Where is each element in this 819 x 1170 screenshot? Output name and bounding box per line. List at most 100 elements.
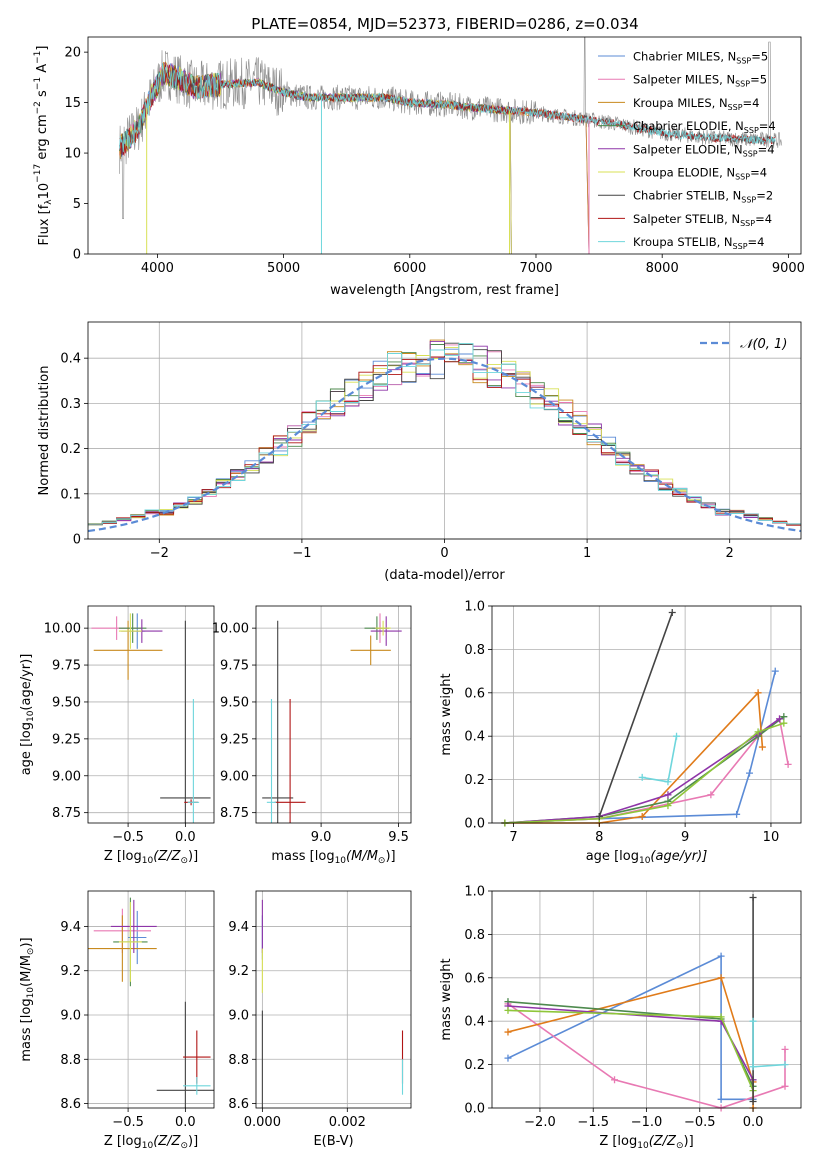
weight-point	[754, 728, 762, 736]
legend-name: Chabrier ELODIE, N	[633, 119, 744, 133]
x-axis-label-part: 10	[142, 856, 154, 866]
residual_hist-frame: −2 −1 0 1 2 0 0.1 0.2 0.3 0.4 (data-model)/error No…	[37, 321, 802, 583]
y-tick-label: 8.6	[228, 1097, 249, 1112]
y-tick-label: 8.8	[60, 1053, 81, 1068]
x-axis-label-part: ⊙	[180, 856, 188, 866]
age_vs_Z-marks	[91, 613, 211, 823]
y-tick-label: 0.3	[60, 397, 81, 412]
x-axis-label-part: (age/yr)]	[650, 849, 707, 864]
spectrum-data-line	[119, 37, 783, 219]
mass_vs_Z-marks	[88, 897, 214, 1108]
x-axis-label: age [log10(age/yr)]	[586, 849, 708, 866]
x-axis-label: mass [log10(M/M⊙)]	[271, 849, 395, 866]
legend-nssp: =4	[743, 96, 760, 110]
x-tick-label: −2	[150, 546, 169, 561]
x-tick-label: −0.5	[684, 1115, 716, 1130]
age_vs_Z-axes	[88, 606, 214, 823]
y-axis-label-part: (age/yr)]	[19, 654, 34, 711]
y-tick-label: 0.6	[464, 971, 485, 986]
x-axis-label-part: (Z/Z	[649, 1134, 677, 1149]
y-axis-label-part: −2	[33, 101, 43, 114]
weight-series-line	[504, 722, 785, 824]
y-tick-label: 9.2	[228, 964, 249, 979]
x-tick-label: 7	[509, 830, 517, 845]
y-tick-label: 0	[73, 533, 81, 548]
weight-point	[749, 894, 757, 902]
y-axis-label-part: ⊙	[26, 948, 36, 956]
x-tick-label: 2	[726, 546, 734, 561]
x-tick-label: 9000	[772, 261, 805, 276]
x-axis-label-part: (Z/Z	[153, 849, 181, 864]
y-tick-label: 0.2	[464, 1058, 485, 1073]
age_vs_mass-frame: 9.0 9.5 8.75 9.00 9.25 9.50 9.75 10.00 mass [log…	[212, 605, 412, 866]
x-axis-label-part: 10	[637, 1141, 649, 1151]
y-tick-label: 20	[64, 46, 81, 61]
hist-lines	[88, 339, 801, 533]
x-axis-label: Z [log10(Z/Z⊙)]	[599, 1134, 693, 1151]
legend-nssp: =4	[755, 212, 772, 226]
y-axis-label: age [log10(age/yr)]	[19, 654, 36, 776]
weight-point	[717, 1095, 725, 1103]
mass_weight_vs_age-axes	[492, 605, 801, 824]
mass_vs_EBV-frame: 0.000 0.002 8.6 8.8 9.0 9.2 9.4 E(B-V)	[228, 890, 412, 1149]
weight-point	[638, 812, 646, 820]
x-tick-label: 0.0	[175, 1115, 196, 1130]
y-axis-label-part: −17	[33, 164, 43, 183]
y-tick-label: 0.2	[60, 442, 81, 457]
spectrum-lines	[119, 37, 783, 254]
x-tick-label: 4000	[141, 261, 174, 276]
y-axis-label-part: −1	[33, 77, 43, 90]
normal-curve	[88, 357, 801, 533]
weight-series-line	[598, 612, 674, 817]
x-tick-label: −2.0	[524, 1115, 556, 1130]
mass_vs_Z-axes	[88, 891, 214, 1108]
legend-label: Kroupa STELIB, NSSP=4	[633, 235, 764, 251]
legend-sub: SSP	[741, 196, 756, 205]
x-axis-label-part: )]	[188, 849, 198, 864]
y-axis-label-part: )]	[19, 937, 34, 947]
legend-name: Chabrier MILES, N	[633, 50, 736, 64]
x-tick-label: 5000	[267, 261, 300, 276]
legend-sub: SSP	[744, 126, 759, 135]
x-tick-label: 9.5	[388, 830, 409, 845]
mass_weight_vs_Z-frame: −2.0 −1.5 −1.0 −0.5 0.0 0.0 0.2 0.4 0.6 0.8 1.0 Z […	[439, 885, 802, 1151]
x-axis-label-part: 10	[335, 856, 347, 866]
x-axis-label: E(B-V)	[313, 1134, 353, 1149]
y-axis-label-part: age [log	[19, 722, 34, 775]
y-axis-label-part: mass [log	[19, 998, 34, 1061]
errorbar-group	[88, 897, 214, 1108]
y-tick-label: 10.00	[212, 622, 249, 637]
x-axis-label-part: ⊙	[378, 856, 386, 866]
y-axis-label-part: λ	[44, 199, 54, 205]
y-tick-label: 0.1	[60, 487, 81, 502]
x-axis-label: wavelength [Angstrom, rest frame]	[330, 283, 559, 298]
legend-sub: SSP	[743, 149, 758, 158]
x-axis-label-part: Z [log	[599, 1134, 637, 1149]
plots-layer: 4000 5000 6000 7000 8000 900005101520waveleng…	[19, 36, 805, 1151]
legend-name: Chabrier STELIB, N	[633, 189, 741, 203]
legend-sub: SSP	[740, 219, 755, 228]
weight-point	[717, 952, 725, 960]
x-axis-label-part: age [log	[586, 849, 639, 864]
x-axis-label-part: ⊙	[676, 1141, 684, 1151]
weight-point	[780, 713, 788, 721]
spectrum-marks	[119, 37, 783, 254]
spectrum-model-line	[119, 64, 512, 254]
legend-label: Kroupa MILES, NSSP=4	[633, 96, 759, 112]
mass_vs_EBV-axes	[256, 891, 411, 1108]
weight-point	[780, 719, 788, 727]
figure-title: PLATE=0854, MJD=52373, FIBERID=0286, z=0…	[251, 15, 638, 33]
legend-label: Salpeter STELIB, NSSP=4	[633, 212, 772, 228]
legend-sub: SSP	[735, 80, 750, 89]
mass_weight_vs_Z-axes	[492, 890, 801, 1109]
weight-point	[746, 769, 753, 777]
y-axis-label-part: A	[35, 64, 50, 77]
y-axis-label-part: ]	[35, 46, 50, 51]
x-tick-label: 10	[763, 830, 780, 845]
weight-point	[611, 1076, 619, 1084]
legend-label: Chabrier MILES, NSSP=5	[633, 50, 768, 66]
legend-label: Chabrier STELIB, NSSP=2	[633, 189, 773, 205]
legend-name: Salpeter STELIB, N	[633, 212, 740, 226]
weight-series-line	[504, 670, 777, 824]
